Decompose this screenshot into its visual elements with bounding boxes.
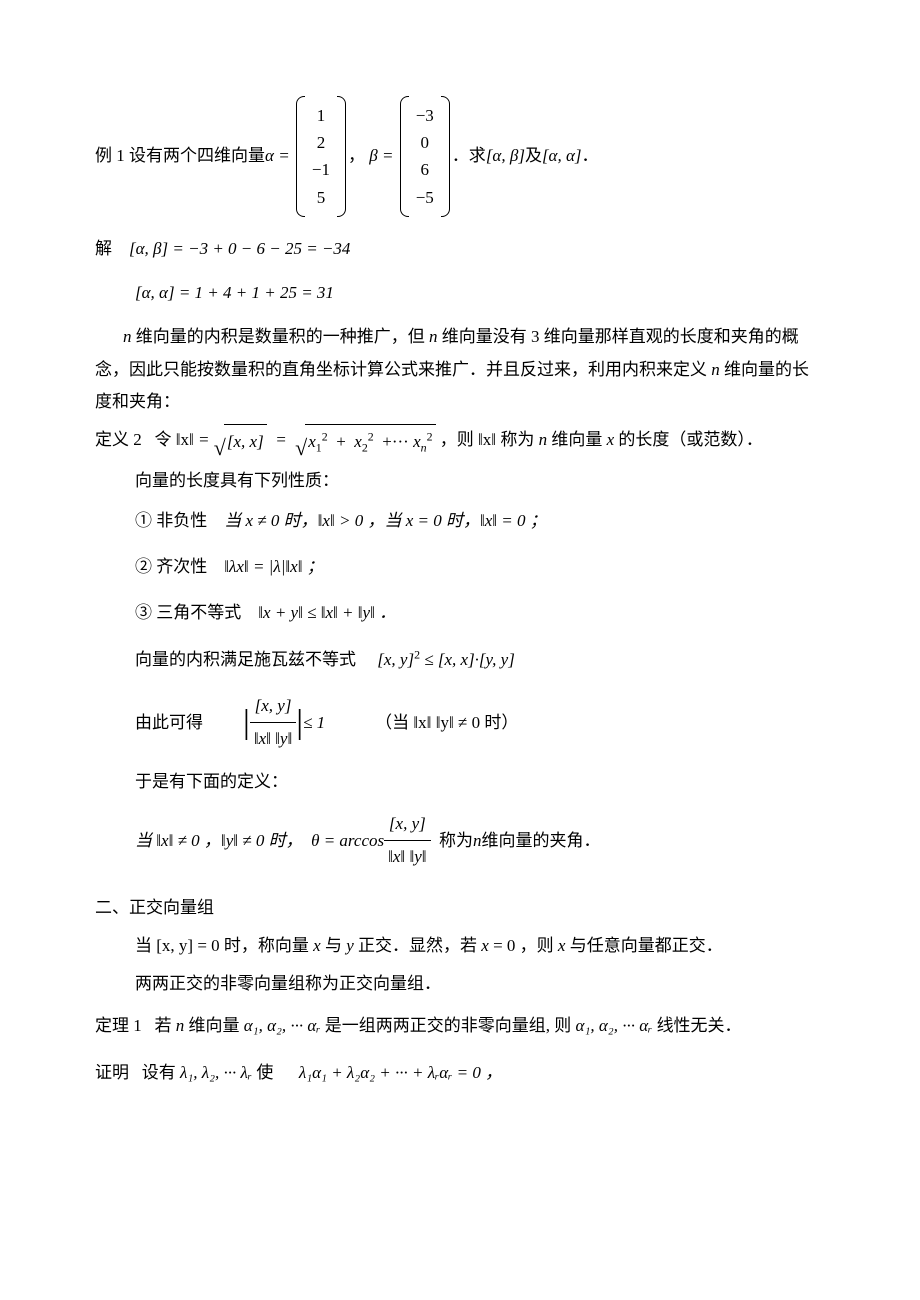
beta-v4: −5: [416, 184, 434, 211]
alpha-symbol: α: [265, 140, 274, 172]
orth-group-def: 两两正交的非零向量组称为正交向量组．: [135, 968, 825, 1000]
sol2-rhs: = 1 + 4 + 1 + 25 = 31: [179, 283, 334, 302]
orth-d: = 0 ，则: [493, 936, 558, 955]
cons-frac: [x, y] ‖x‖ ‖y‖: [250, 690, 296, 756]
solution-label: 解: [95, 239, 112, 258]
thm1-seq2: α₁, α₂, ··· αᵣ: [576, 1016, 653, 1035]
sqrt-xx: √ [x, x]: [214, 424, 267, 458]
alpha-v4: 5: [317, 184, 326, 211]
property-2: ② 齐次性 ‖λx‖ = |λ|‖x‖ ；: [135, 551, 825, 583]
orth-c: 正交．显然，若: [358, 936, 481, 955]
section-2-title: 二、正交向量组: [95, 892, 825, 924]
beta-v1: −3: [416, 102, 434, 129]
cons-cond: （当 ‖x‖ ‖y‖ ≠ 0 时）: [375, 707, 518, 739]
angle-definition: 当 ‖x‖ ≠ 0 ，‖y‖ ≠ 0 时， θ = arccos [x, y] …: [135, 808, 825, 874]
angle-theta: θ = arccos: [311, 825, 384, 857]
thm1-seq: α₁, α₂, ··· αᵣ: [244, 1016, 321, 1035]
p2-label: ② 齐次性: [135, 557, 207, 576]
property-3: ③ 三角不等式 ‖x + y‖ ≤ ‖x‖ + ‖y‖ ．: [135, 597, 825, 629]
proof: 证明 设有 λ₁, λ₂, ··· λᵣ 使 λ₁α₁ + λ₂α₂ + ···…: [95, 1057, 825, 1089]
alpha-v1: 1: [317, 102, 326, 129]
solution-line1: 解 [α, β] = −3 + 0 − 6 − 25 = −34: [95, 233, 825, 265]
alpha-v3: −1: [312, 156, 330, 183]
def2-tail1: 称为: [500, 430, 538, 449]
inner-t1: 维向量的内积是数量积的一种推广，但: [136, 327, 429, 346]
beta-symbol: β: [369, 140, 377, 172]
beta-matrix: −3 0 6 −5: [400, 96, 450, 217]
p2-text: ‖λx‖ = |λ|‖x‖ ；: [224, 557, 323, 576]
supn: 2: [427, 430, 433, 444]
sup2: 2: [368, 430, 374, 444]
consequence: 由此可得 | [x, y] ‖x‖ ‖y‖ | ≤ 1 （当 ‖x‖ ‖y‖ ≠…: [135, 690, 825, 756]
proof-label: 证明: [95, 1063, 129, 1082]
p3-text: ‖x + y‖ ≤ ‖x‖ + ‖y‖ ．: [258, 603, 396, 622]
angle-frac: [x, y] ‖x‖ ‖y‖: [384, 808, 430, 874]
angle-den: ‖x‖ ‖y‖: [384, 841, 430, 873]
schwarz-intro: 向量的内积满足施瓦兹不等式: [135, 650, 356, 669]
schwarz-exp: 2: [414, 647, 420, 661]
def2-norm: ‖x‖: [478, 430, 496, 449]
schwarz-inequality: 向量的内积满足施瓦兹不等式 [x, y]2 ≤ [x, x]·[y, y]: [135, 644, 825, 676]
def2-then: ，则: [440, 430, 474, 449]
example-tail: ．求: [452, 140, 486, 172]
therefore: 于是有下面的定义：: [135, 766, 825, 798]
p1-text: 当 x ≠ 0 时，‖x‖ > 0 ，当 x = 0 时，‖x‖ = 0 ；: [224, 511, 547, 530]
thm1-label: 定理 1: [95, 1016, 142, 1035]
definition-2: 定义 2 令 ‖x‖ = √ [x, x] = √ x12 + x22 +···…: [95, 424, 825, 458]
proof-eq: λ₁α₁ + λ₂α₂ + ··· + λᵣαᵣ = 0 ，: [299, 1063, 502, 1082]
orth-a: 当 [x, y] = 0 时，称向量: [135, 936, 313, 955]
cons-den: ‖x‖ ‖y‖: [250, 723, 296, 755]
cons-num: [x, y]: [250, 690, 296, 723]
sol1-lhs: [α, β]: [129, 239, 168, 258]
angle-pre: 当 ‖x‖ ≠ 0 ，‖y‖ ≠ 0 时，: [135, 825, 303, 857]
cons-intro: 由此可得: [135, 707, 203, 739]
thm1-t3: 是一组两两正交的非零向量组, 则: [325, 1016, 576, 1035]
bracket-aa: [α, α]: [542, 140, 582, 172]
thm1-t4: 线性无关．: [657, 1016, 742, 1035]
def2-tail3: 的长度（或范数）．: [618, 430, 763, 449]
example-1: 例 1 设有两个四维向量 α = 1 2 −1 5 ， β = −3 0 6 −…: [95, 96, 825, 217]
def2-lhs: ‖x‖: [176, 430, 194, 449]
schwarz-lhs: [x, y]: [377, 650, 414, 669]
angle-num: [x, y]: [384, 808, 430, 841]
angle-tail1: 称为: [439, 825, 473, 857]
thm1-t2: 维向量: [189, 1016, 244, 1035]
thm1-t1: 若: [155, 1016, 176, 1035]
def2-label: 定义 2: [95, 430, 142, 449]
example-intro: 设有两个四维向量: [129, 140, 265, 172]
bracket-ab: [α, β]: [486, 140, 525, 172]
cons-leq: ≤ 1: [303, 707, 325, 739]
proof-seq: λ₁, λ₂, ··· λᵣ: [180, 1063, 252, 1082]
p3-label: ③ 三角不等式: [135, 603, 241, 622]
property-1: ① 非负性 当 x ≠ 0 时，‖x‖ > 0 ，当 x = 0 时，‖x‖ =…: [135, 505, 825, 537]
schwarz-rhs: ≤ [x, x]·[y, y]: [424, 650, 515, 669]
theorem-1: 定理 1 若 n 维向量 α₁, α₂, ··· αᵣ 是一组两两正交的非零向量…: [95, 1010, 825, 1042]
example-label: 例 1: [95, 140, 125, 172]
alpha-v2: 2: [317, 129, 326, 156]
orth-e: 与任意向量都正交．: [570, 936, 723, 955]
sqrt-sum: √ x12 + x22 +··· xn2: [295, 424, 435, 458]
dots: ···: [392, 432, 409, 451]
list-intro: 向量的长度具有下列性质：: [135, 465, 825, 497]
solution-line2: [α, α] = 1 + 4 + 1 + 25 = 31: [135, 277, 825, 309]
proof-t1: 设有: [142, 1063, 180, 1082]
sup1: 2: [322, 430, 328, 444]
p1-label: ① 非负性: [135, 511, 207, 530]
angle-tail2: 维向量的夹角．: [482, 825, 601, 857]
beta-v3: 6: [421, 156, 430, 183]
example-and: 及: [525, 140, 542, 172]
alpha-matrix: 1 2 −1 5: [296, 96, 346, 217]
sol1-rhs: = −3 + 0 − 6 − 25 = −34: [172, 239, 350, 258]
example-period: ．: [582, 140, 599, 172]
sol2-lhs: [α, α]: [135, 283, 175, 302]
proof-t2: 使: [256, 1063, 273, 1082]
def2-tail2: 维向量: [551, 430, 606, 449]
inner-product-paragraph: n 维向量的内积是数量积的一种推广，但 n 维向量没有 3 维向量那样直观的长度…: [95, 321, 825, 418]
orthogonal-def: 当 [x, y] = 0 时，称向量 x 与 y 正交．显然，若 x = 0 ，…: [135, 930, 825, 962]
orth-b: 与: [325, 936, 346, 955]
def2-ling: 令: [155, 430, 172, 449]
beta-v2: 0: [421, 129, 430, 156]
sqrt-inner1: [x, x]: [227, 432, 264, 451]
